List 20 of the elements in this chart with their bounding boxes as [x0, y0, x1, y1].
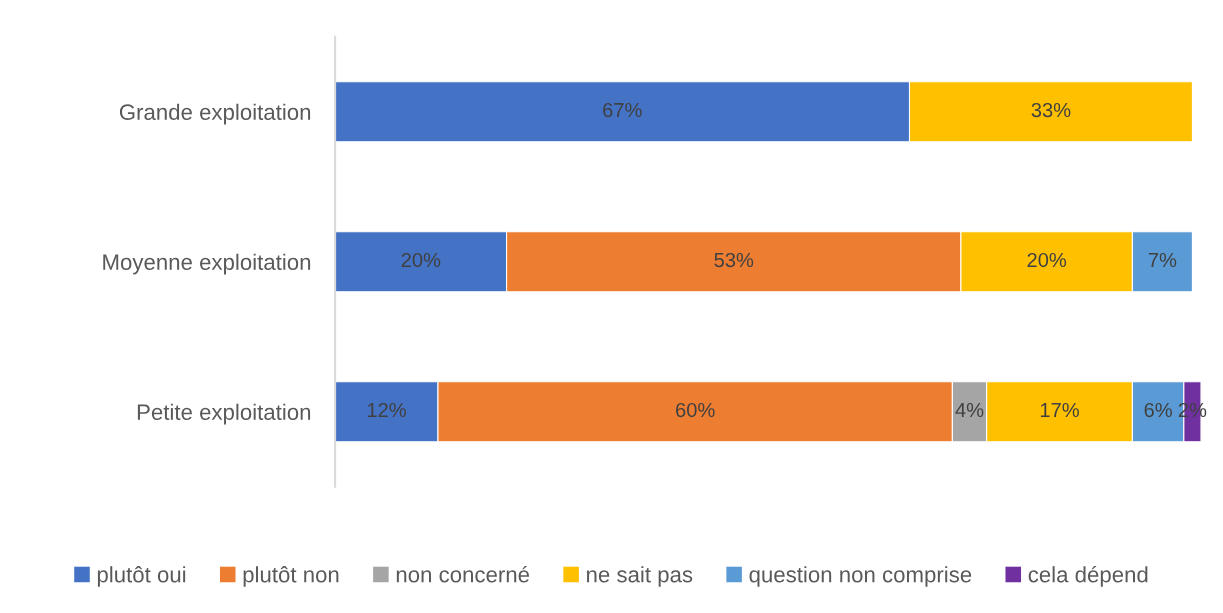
y-tick-label: Petite exploitation — [137, 403, 311, 425]
data-label: 53% — [714, 252, 754, 268]
legend-label: ne sait pas — [587, 566, 693, 587]
data-label: 20% — [1027, 252, 1067, 268]
data-label: 4% — [955, 402, 984, 418]
data-label: 60% — [676, 402, 715, 418]
data-label: 17% — [1040, 402, 1079, 418]
data-label: 12% — [367, 402, 406, 418]
legend-label: question non comprise — [749, 566, 972, 587]
legend-label: non concerné — [396, 565, 530, 583]
data-label: 20% — [401, 252, 441, 268]
data-label: 67% — [603, 102, 642, 118]
legend-label: cela dépend — [1028, 565, 1148, 587]
legend-label: plutôt oui — [97, 566, 186, 587]
data-label: 7% — [1148, 252, 1177, 268]
legend-label: plutôt non — [243, 566, 339, 587]
data-label: 33% — [1031, 102, 1071, 118]
data-label: 6% — [1144, 402, 1172, 418]
y-tick-label: Moyenne exploitation — [103, 253, 311, 275]
y-tick-label: Grande exploitation — [119, 103, 311, 125]
